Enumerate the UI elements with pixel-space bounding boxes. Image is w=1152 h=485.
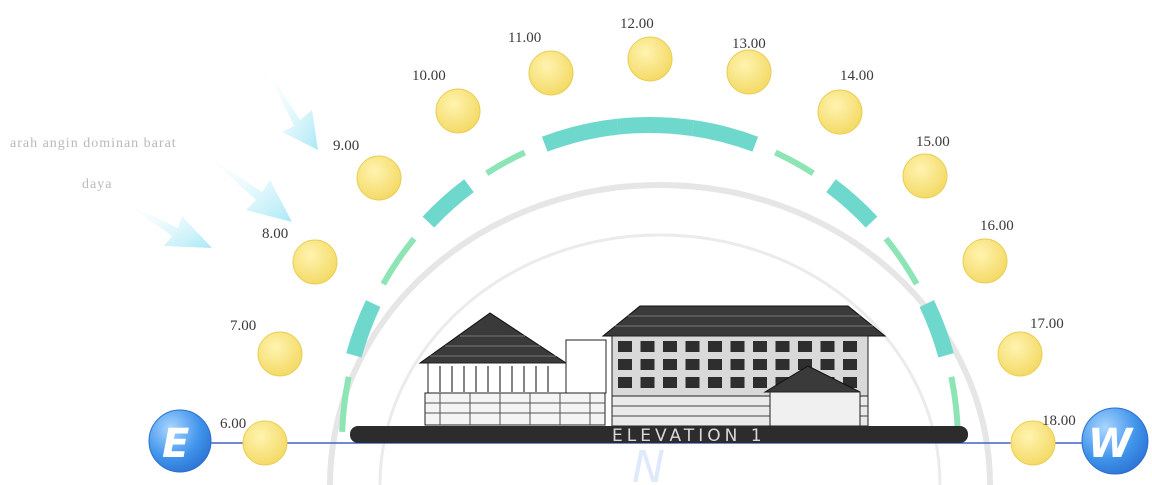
wind-arrow (262, 60, 318, 150)
building-window (775, 341, 790, 352)
hour-label: 18.00 (1042, 413, 1076, 429)
building-window (843, 341, 857, 352)
sun-marker (817, 89, 863, 135)
sun-marker (292, 239, 338, 285)
building-window (753, 377, 767, 388)
building-window (708, 341, 722, 352)
hour-label: 17.00 (1030, 316, 1064, 332)
hour-label: 10.00 (412, 68, 446, 84)
arc-segment (919, 300, 954, 358)
hour-label: 12.00 (620, 16, 654, 32)
building-window (685, 359, 700, 370)
hour-label: 8.00 (262, 226, 288, 242)
sun-marker (726, 49, 772, 95)
arc-segment (422, 179, 474, 228)
building-window (820, 359, 835, 370)
building-window (618, 377, 632, 388)
arc-segment (339, 376, 352, 433)
building-window (708, 359, 722, 370)
sun-marker (242, 420, 288, 466)
building-window (663, 359, 677, 370)
sun-marker (528, 50, 574, 96)
building-window (730, 377, 745, 388)
sun-marker (257, 331, 303, 377)
building-window (640, 359, 655, 370)
arc-segment (541, 118, 619, 152)
arc-segment (826, 179, 878, 228)
compass-west-letter: W (1088, 421, 1134, 467)
hour-label: 13.00 (732, 36, 766, 52)
sun-path-arc (339, 117, 961, 433)
arc-segment (380, 236, 417, 286)
building-window (708, 377, 722, 388)
arc-segment (616, 117, 695, 137)
building-window (618, 359, 632, 370)
arc-segment (948, 376, 961, 433)
arc-segment (346, 300, 381, 358)
building-window (640, 377, 655, 388)
hour-label: 15.00 (916, 134, 950, 150)
side-note-line2: daya (82, 177, 112, 192)
sun-marker (435, 88, 481, 134)
sun-marker (1010, 420, 1056, 466)
building-window (753, 341, 767, 352)
building-window (730, 359, 745, 370)
watermark-letter: N (632, 442, 665, 485)
arc-segment (774, 149, 815, 176)
building-window (775, 359, 790, 370)
elevation-base (350, 426, 968, 443)
sun-marker (962, 238, 1008, 284)
hour-label: 9.00 (333, 138, 359, 154)
sun-positions: 6.00 7.00 8.00 9.00 10.00 11.00 12.00 13.00 14.0… (220, 16, 1076, 466)
building-window (843, 359, 857, 370)
building-window (753, 359, 767, 370)
wind-arrow (200, 150, 292, 222)
hour-label: 7.00 (230, 318, 256, 334)
compass-east: E (148, 409, 212, 473)
building-window (685, 377, 700, 388)
building-label: ELEVATION 1 (612, 426, 766, 446)
sun-marker (902, 153, 948, 199)
building-window (640, 341, 655, 352)
arc-segment (883, 236, 920, 286)
hour-label: 14.00 (840, 68, 874, 84)
building-window (798, 341, 812, 352)
sun-marker (356, 155, 402, 201)
side-note-line1: arah angin dominan barat (10, 136, 177, 151)
hour-label: 11.00 (508, 30, 541, 46)
wind-arrow (120, 200, 212, 248)
wind-arrows (120, 60, 318, 248)
building-elevation: ELEVATION 1 (350, 305, 968, 446)
hour-label: 16.00 (980, 218, 1014, 234)
sun-marker (627, 36, 673, 82)
arc-segment (485, 149, 526, 176)
building-window (820, 341, 835, 352)
building-window (730, 341, 745, 352)
building-window (663, 377, 677, 388)
building-window (843, 377, 857, 388)
building-window (685, 341, 700, 352)
arc-segment (691, 120, 759, 152)
hour-label: 6.00 (220, 416, 246, 432)
building-window (618, 341, 632, 352)
building-window (798, 359, 812, 370)
compass-west: W (1081, 407, 1149, 475)
building-window (663, 341, 677, 352)
sun-marker (997, 331, 1043, 377)
compass-east-letter: E (162, 421, 189, 467)
